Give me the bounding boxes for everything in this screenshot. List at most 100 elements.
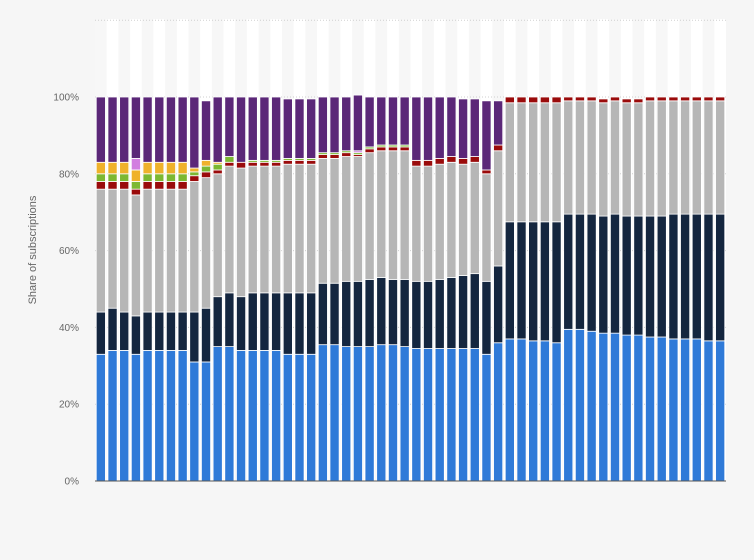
bar-segment xyxy=(528,340,539,482)
bar-segment xyxy=(119,181,130,190)
bar-segment xyxy=(177,311,188,351)
bar-segment xyxy=(247,161,258,167)
bar-segment xyxy=(212,346,223,482)
bar-segment xyxy=(154,173,165,182)
bar-segment xyxy=(224,156,235,163)
bar-segment xyxy=(317,158,328,284)
bar-segment xyxy=(142,161,153,175)
bar-segment xyxy=(189,175,200,182)
bar-segment xyxy=(528,96,539,104)
bar-segment xyxy=(259,292,270,351)
bar-segment xyxy=(423,165,434,282)
bar-segment xyxy=(680,338,691,482)
bar-segment xyxy=(142,96,153,163)
bar-segment xyxy=(177,161,188,175)
bar-segment xyxy=(177,96,188,163)
bar-segment xyxy=(95,96,106,163)
bar-segment xyxy=(376,277,387,346)
bar-segment xyxy=(177,188,188,313)
bar-segment xyxy=(317,154,328,159)
bar-segment xyxy=(119,188,130,313)
bar-segment xyxy=(130,169,141,182)
bar-segment xyxy=(680,100,691,215)
bar-segment xyxy=(563,328,574,482)
bar-segment xyxy=(107,96,118,163)
bar-segment xyxy=(189,167,200,173)
bar-segment xyxy=(645,336,656,482)
bar-segment xyxy=(259,165,270,294)
bar-segment xyxy=(574,213,585,330)
bar-segment xyxy=(259,96,270,161)
bar-segment xyxy=(294,163,305,294)
bar-segment xyxy=(236,296,247,351)
bar-segment xyxy=(341,156,352,282)
bar-segment xyxy=(481,169,492,175)
bar-segment xyxy=(446,96,457,157)
bar-segment xyxy=(469,98,480,157)
bar-segment xyxy=(458,348,469,482)
bar-segment xyxy=(376,344,387,482)
bar-segment xyxy=(645,100,656,217)
bar-segment xyxy=(411,165,422,282)
bar-segment xyxy=(703,340,714,482)
bar-segment xyxy=(387,278,398,346)
bar-segment xyxy=(539,221,550,342)
bar-segment xyxy=(224,161,235,167)
bar-segment xyxy=(165,311,176,351)
bar-segment xyxy=(212,163,223,171)
bar-segment xyxy=(516,102,527,223)
bar-segment xyxy=(387,150,398,280)
bar-segment xyxy=(656,215,667,338)
bar-segment xyxy=(282,292,293,355)
bar-segment xyxy=(130,194,141,317)
bar-segment xyxy=(341,152,352,157)
bar-segment xyxy=(528,102,539,223)
bar-segment xyxy=(306,353,317,482)
bar-segment xyxy=(598,215,609,334)
bar-segment xyxy=(95,181,106,190)
bar-segment xyxy=(119,311,130,351)
bar-segment xyxy=(130,158,141,171)
bar-segment xyxy=(294,159,305,165)
bar-segment xyxy=(95,188,106,313)
bar-segment xyxy=(294,292,305,355)
bar-segment xyxy=(119,173,130,182)
bar-segment xyxy=(481,353,492,482)
bar-segment xyxy=(399,146,410,152)
bar-segment xyxy=(364,346,375,482)
bar-segment xyxy=(434,158,445,165)
bar-segment xyxy=(481,100,492,171)
bar-segment xyxy=(154,311,165,351)
bar-segment xyxy=(668,213,679,340)
bar-segment xyxy=(294,98,305,159)
bar-segment xyxy=(703,213,714,342)
bar-segment xyxy=(434,96,445,159)
bar-segment xyxy=(399,150,410,280)
bar-segment xyxy=(551,342,562,482)
bar-segment xyxy=(551,221,562,344)
bar-segment xyxy=(165,96,176,163)
bar-segment xyxy=(271,350,282,482)
bar-segment xyxy=(423,159,434,167)
bar-segment xyxy=(691,96,702,102)
bar-segment xyxy=(411,96,422,161)
bar-segment xyxy=(633,98,644,104)
bar-segment xyxy=(177,350,188,482)
bar-segment xyxy=(119,350,130,482)
bar-segment xyxy=(715,96,726,102)
bar-segment xyxy=(411,159,422,167)
bar-segment xyxy=(142,350,153,482)
bar-segment xyxy=(633,334,644,482)
bar-segment xyxy=(610,213,620,334)
bar-segment xyxy=(352,156,363,282)
bar-segment xyxy=(236,167,247,298)
bar-segment xyxy=(423,96,434,161)
bar-segment xyxy=(376,96,387,146)
bar-segment xyxy=(364,148,375,154)
bar-segment xyxy=(271,292,282,351)
bar-segment xyxy=(458,275,469,349)
bar-segment xyxy=(201,159,212,167)
bar-segment xyxy=(154,350,165,482)
bar-segment xyxy=(95,173,106,182)
